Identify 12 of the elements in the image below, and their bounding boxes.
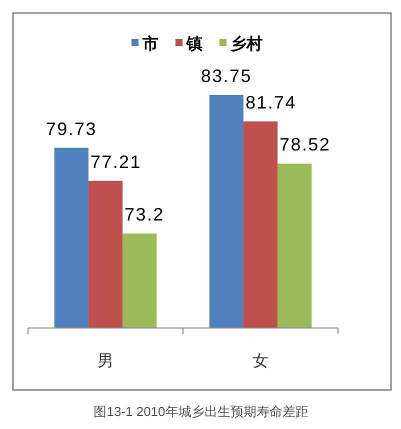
legend-label: 市: [142, 35, 158, 53]
legend-label: 乡村: [230, 35, 262, 53]
x-tick-label: 女: [252, 353, 268, 370]
data-label: 77.21: [90, 152, 142, 172]
caption: 图13-1 2010年城乡出生预期寿命差距: [94, 404, 308, 419]
legend-label: 镇: [186, 35, 202, 53]
data-label: 79.73: [46, 118, 97, 139]
x-tick-label: 男: [98, 353, 114, 370]
data-label: 81.74: [245, 92, 296, 112]
data-label: 83.75: [200, 66, 252, 86]
data-label: 73.2: [124, 204, 164, 224]
data-label: 78.52: [280, 134, 331, 155]
